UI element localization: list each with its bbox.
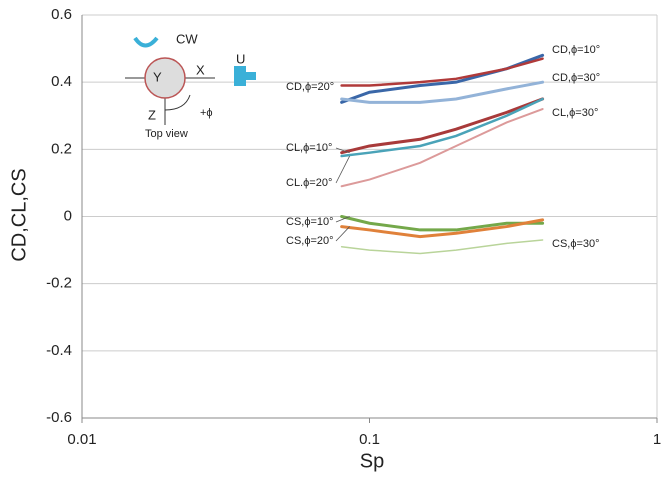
inset-label: Z [148,107,156,122]
inset-label: Y [153,69,162,84]
y-tick-label: -0.2 [46,275,72,292]
y-tick-label: 0 [64,207,72,224]
inset-label: X [196,62,205,77]
series-label: CD,ϕ=20° [286,81,334,93]
inset-flow-arrow [234,66,256,86]
series-label: CL.ϕ=20° [286,177,332,189]
series-line [342,59,543,86]
series-label: CL,ϕ=10° [286,142,332,154]
inset-label: Top view [145,128,188,140]
x-tick-label: 0.1 [359,431,380,448]
x-tick-label: 0.01 [67,431,96,448]
series-label: CS,ϕ=20° [286,235,334,247]
y-tick-label: 0.4 [51,73,72,90]
y-tick-label: 0.6 [51,6,72,23]
inset-ball [145,58,185,98]
series-line [342,240,543,253]
series-line [342,99,543,153]
leader-line [336,156,350,183]
chart: CW U X Y Z +ϕ Top view Sp CD,CL,CS -0.6 -… [0,0,667,472]
series-label: CD,ϕ=10° [552,44,600,56]
inset-rotation-arrow [135,38,157,46]
series-line [342,55,543,102]
series-label: CS,ϕ=10° [286,216,334,228]
inset-label: U [236,51,245,66]
x-tick-label: 1 [653,431,661,448]
series-line [342,99,543,156]
series-line [342,109,543,186]
leader-line [336,227,350,241]
series-label: CD,ϕ=30° [552,72,600,84]
series-label: CL,ϕ=30° [552,107,598,119]
series-label: CS,ϕ=30° [552,238,600,250]
series-line [342,217,543,230]
inset-label: CW [176,31,198,46]
y-tick-label: -0.4 [46,342,72,359]
y-tick-label: -0.6 [46,409,72,426]
x-axis-label: Sp [360,450,384,472]
inset-label: +ϕ [200,107,213,119]
inset-diagram: CW U X Y Z +ϕ Top view [125,31,256,139]
y-axis-label: CD,CL,CS [8,168,30,261]
y-tick-label: 0.2 [51,140,72,157]
